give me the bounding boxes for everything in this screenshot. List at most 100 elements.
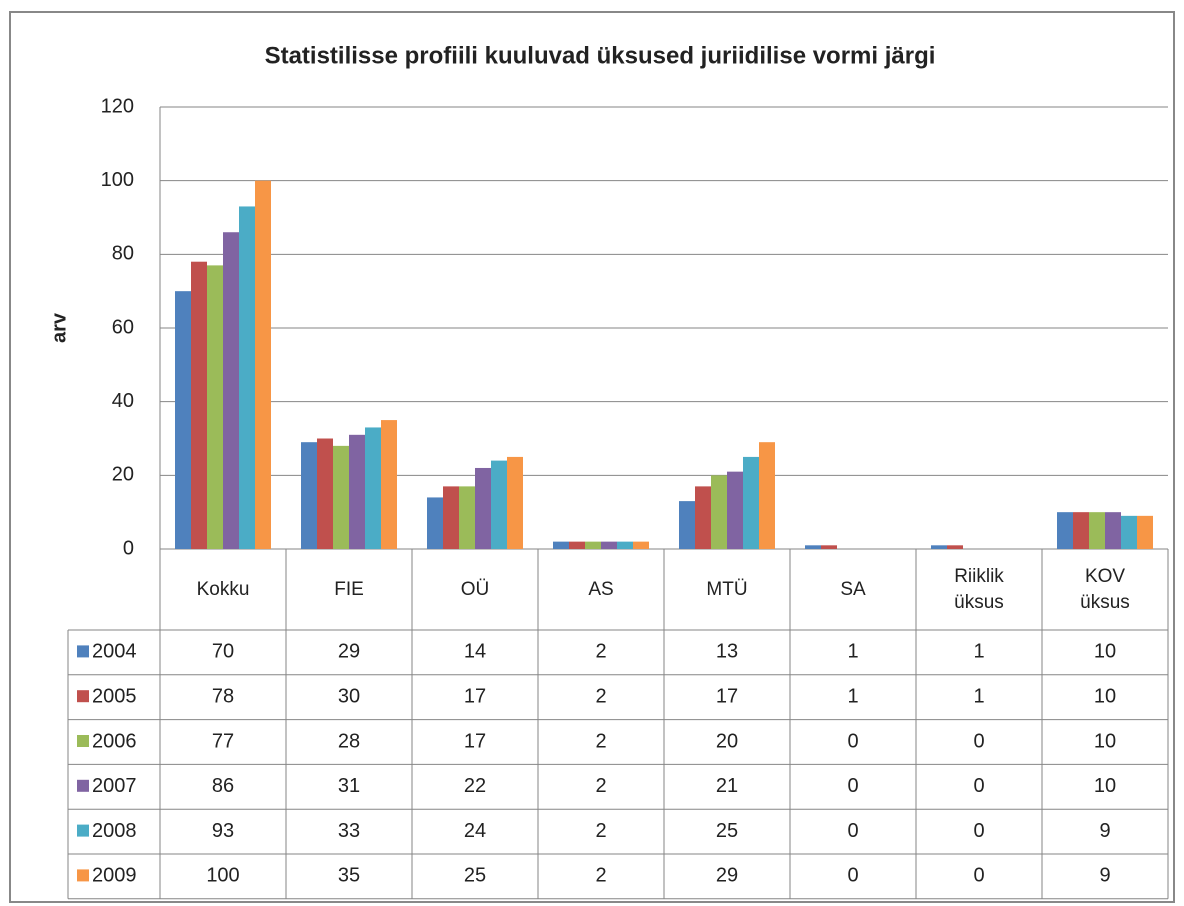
bar: [679, 501, 695, 549]
legend-label: 2008: [92, 820, 137, 842]
table-value: 14: [464, 641, 486, 663]
table-value: 2: [595, 865, 606, 887]
bar: [491, 460, 507, 549]
x-tick-label: Kokku: [196, 578, 250, 600]
table-value: 17: [716, 685, 738, 707]
bar: [947, 545, 963, 549]
table-value: 33: [338, 820, 360, 842]
bar: [349, 434, 365, 549]
legend-swatch: [77, 690, 89, 703]
bar: [381, 420, 397, 549]
table-value: 17: [464, 685, 486, 707]
bar: [365, 427, 381, 549]
bar: [633, 541, 649, 549]
table-value: 2: [595, 775, 606, 797]
table-value: 13: [716, 641, 738, 663]
y-tick-label: 0: [123, 537, 134, 559]
table-value: 21: [716, 775, 738, 797]
bar: [569, 541, 585, 549]
bar: [727, 471, 743, 549]
x-tick-label: FIE: [334, 578, 364, 600]
bar: [255, 180, 271, 549]
bar: [1089, 512, 1105, 549]
table-value: 77: [212, 730, 234, 752]
bar: [1073, 512, 1089, 549]
bar: [601, 541, 617, 549]
y-tick-label: 80: [112, 243, 134, 265]
bar: [207, 265, 223, 549]
legend-label: 2004: [92, 641, 137, 663]
y-tick-label: 120: [101, 95, 134, 117]
y-tick-label: 60: [112, 316, 134, 338]
legend-swatch: [77, 824, 89, 837]
legend-swatch: [77, 779, 89, 792]
table-value: 30: [338, 685, 360, 707]
bar: [743, 456, 759, 549]
chart-title: Statistilisse profiili kuuluvad üksused …: [265, 42, 936, 69]
bar: [1105, 512, 1121, 549]
y-axis-label: arv: [48, 312, 70, 343]
table-value: 2: [595, 641, 606, 663]
x-tick-label: MTÜ: [706, 578, 748, 600]
y-tick-label: 100: [101, 169, 134, 191]
table-value: 0: [847, 775, 858, 797]
bar: [931, 545, 947, 549]
x-tick-label: SA: [840, 578, 866, 600]
table-value: 1: [847, 641, 858, 663]
table-value: 0: [847, 730, 858, 752]
table-value: 2: [595, 730, 606, 752]
table-value: 86: [212, 775, 234, 797]
bar: [805, 545, 821, 549]
table-value: 93: [212, 820, 234, 842]
x-tick-label: KOV üksus: [1080, 565, 1130, 613]
legend-swatch: [77, 735, 89, 747]
legend-label: 2005: [92, 685, 137, 707]
bar: [585, 541, 601, 549]
table-value: 25: [716, 820, 738, 842]
table-value: 22: [464, 775, 486, 797]
table-value: 0: [973, 730, 984, 752]
table-value: 70: [212, 641, 234, 663]
x-tick-label: OÜ: [460, 578, 490, 600]
bar: [1137, 515, 1153, 549]
table-value: 9: [1099, 865, 1110, 887]
table-value: 2: [595, 685, 606, 707]
table-value: 28: [338, 730, 360, 752]
legend-swatch: [77, 869, 89, 882]
table-value: 100: [206, 865, 239, 887]
y-tick-label: 40: [112, 390, 134, 412]
bar: [333, 445, 349, 549]
table-value: 0: [973, 775, 984, 797]
table-value: 10: [1094, 685, 1116, 707]
bar: [175, 291, 191, 549]
legend-label: 2007: [92, 775, 137, 797]
bar: [427, 497, 443, 549]
legend-swatch: [77, 645, 89, 658]
bar: [1057, 512, 1073, 549]
table-value: 78: [212, 685, 234, 707]
bar: [617, 541, 633, 549]
legend-label: 2009: [92, 865, 137, 887]
table-value: 35: [338, 865, 360, 887]
table-value: 17: [464, 730, 486, 752]
table-value: 20: [716, 730, 738, 752]
bar: [317, 438, 333, 549]
bar: [475, 467, 491, 549]
bar: [1121, 515, 1137, 549]
table-value: 9: [1099, 820, 1110, 842]
table-value: 1: [847, 685, 858, 707]
x-tick-label: AS: [588, 578, 614, 600]
bar: [443, 486, 459, 549]
bar: [711, 475, 727, 549]
table-value: 0: [847, 865, 858, 887]
legend-label: 2006: [92, 730, 137, 752]
table-value: 1: [973, 685, 984, 707]
table-value: 0: [973, 820, 984, 842]
x-tick-label: Riiklik üksus: [954, 565, 1004, 613]
bar: [695, 486, 711, 549]
bar: [759, 442, 775, 549]
table-value: 10: [1094, 641, 1116, 663]
bar: [553, 541, 569, 549]
